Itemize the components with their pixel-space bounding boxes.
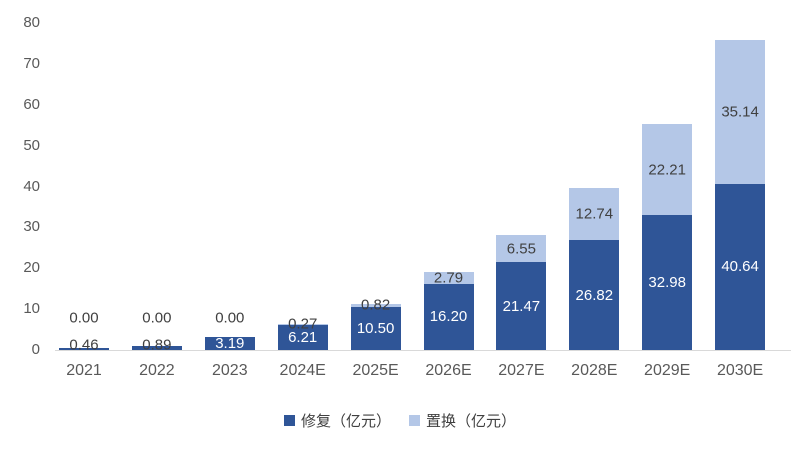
bar-segment-replacement (277, 323, 328, 325)
y-axis-tick-label: 80 (23, 14, 40, 31)
value-label-replacement: 6.55 (506, 240, 536, 258)
x-axis-line (55, 350, 791, 351)
y-axis-tick-label: 10 (23, 300, 40, 318)
legend-marker-replacement (409, 415, 420, 426)
bar-segment-replacement (423, 272, 474, 284)
x-axis-category-label: 2024E (279, 362, 326, 379)
value-label-repair: 3.19 (215, 336, 245, 350)
y-axis-tick-label: 70 (23, 54, 40, 72)
value-label-replacement: 12.74 (575, 205, 614, 223)
value-label-replacement: 35.14 (721, 103, 759, 121)
bar-segment-replacement (642, 124, 693, 216)
legend-label-repair: 修复（亿元） (300, 413, 391, 430)
value-label-repair: 21.47 (502, 297, 541, 315)
value-label-replacement: 0.00 (215, 309, 245, 327)
value-label-replacement: 22.21 (648, 161, 686, 179)
value-label-repair: 16.20 (429, 308, 468, 326)
y-axis-tick-label: 50 (23, 136, 40, 154)
legend: 修复（亿元） 置换（亿元） (0, 410, 800, 431)
x-axis-category-label: 2021 (66, 362, 102, 379)
bar-segment-replacement (350, 303, 401, 308)
x-axis-category-label: 2022 (139, 362, 175, 379)
y-axis-tick-label: 60 (23, 95, 40, 113)
value-label-replacement: 0.27 (288, 315, 318, 333)
x-axis-category-label: 2028E (571, 362, 618, 379)
bar-segment-repair: 16.20 (423, 283, 474, 350)
bar-segment-repair: 21.47 (496, 262, 547, 350)
bar-segment-replacement (715, 40, 766, 184)
value-label-replacement: 0.00 (142, 309, 172, 327)
bar-segment-repair: 26.82 (569, 240, 620, 350)
bar-segment-repair: 3.19 (204, 336, 255, 350)
x-axis-category-label: 2027E (498, 362, 545, 379)
bar-segment-repair: 6.21 (277, 324, 328, 350)
bar-segment-repair (59, 348, 109, 350)
legend-label-replacement: 置换（亿元） (426, 413, 517, 430)
bar-segment-replacement (496, 235, 547, 263)
bar-segment-repair: 10.50 (350, 307, 401, 350)
value-label-repair: 6.21 (288, 328, 318, 346)
legend-marker-repair (283, 415, 295, 426)
value-label-repair: 40.64 (721, 258, 759, 276)
x-axis-category-label: 2023 (212, 362, 248, 379)
bar-segment-repair: 40.64 (715, 183, 766, 350)
legend-item-repair: 修复（亿元） (283, 410, 391, 431)
bar-segment-repair (131, 346, 182, 350)
x-axis-category-label: 2030E (716, 362, 764, 379)
y-axis-tick-label: 40 (23, 177, 40, 195)
x-axis-category-label: 2026E (425, 362, 472, 379)
x-axis-category-label: 2029E (644, 362, 691, 379)
value-label-repair: 0.89 (142, 336, 172, 354)
value-label-replacement: 2.79 (433, 269, 464, 287)
y-axis-tick-label: 30 (23, 218, 40, 236)
bar-segment-repair: 32.98 (642, 215, 693, 350)
y-axis-tick-label: 0 (31, 341, 40, 358)
x-axis-category-label: 2025E (352, 362, 399, 379)
value-label-repair: 10.50 (356, 320, 395, 338)
legend-item-replacement: 置换（亿元） (409, 410, 516, 431)
value-label-repair: 0.46 (69, 336, 99, 354)
value-label-repair: 32.98 (648, 274, 686, 292)
y-axis-tick-label: 20 (23, 259, 40, 277)
value-label-replacement: 0.82 (360, 296, 391, 314)
value-label-replacement: 0.00 (69, 309, 99, 327)
bar-segment-replacement (569, 188, 620, 241)
value-label-repair: 26.82 (575, 286, 614, 304)
